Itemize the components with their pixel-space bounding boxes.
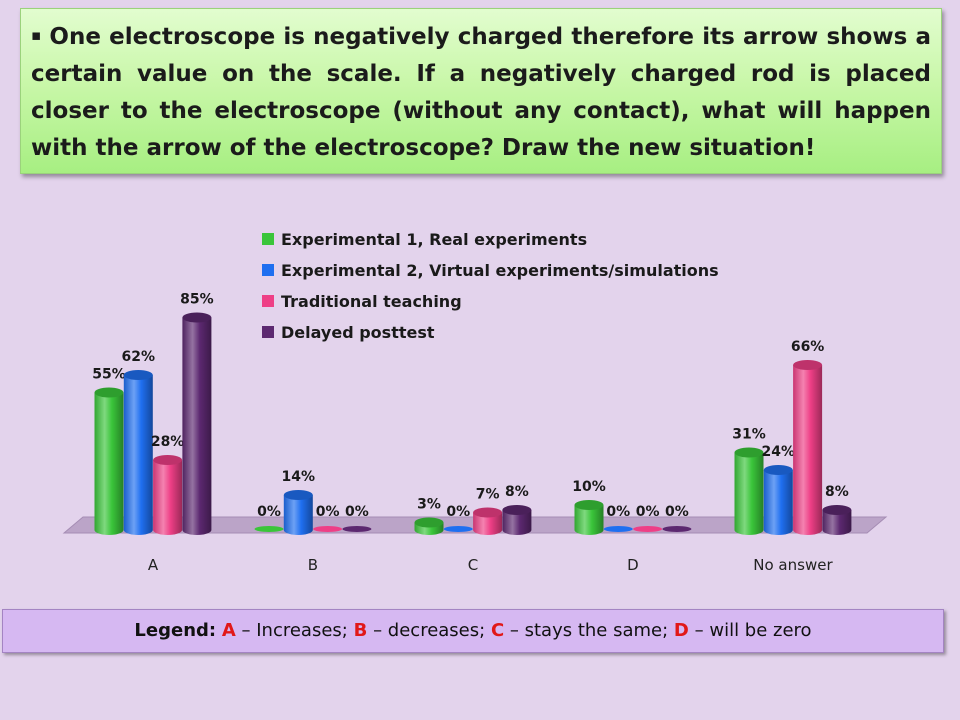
bar-d-s3 xyxy=(633,526,663,532)
bar-cap-no-answer-s3 xyxy=(793,360,823,370)
data-label: 0% xyxy=(257,504,281,520)
data-label: 62% xyxy=(122,349,156,365)
bar-cap-a-s2 xyxy=(123,370,153,380)
bar-cap-b-s2 xyxy=(283,490,313,500)
answer-dash-d: – xyxy=(694,620,704,641)
legend-entry: Delayed posttest xyxy=(281,323,435,342)
bar-d-s2 xyxy=(603,526,633,532)
legend-entry: Experimental 2, Virtual experiments/simu… xyxy=(281,261,719,280)
bar-c-s3 xyxy=(473,512,503,535)
bar-cap-a-s4 xyxy=(182,312,212,323)
bar-no-answer-s1 xyxy=(734,452,764,535)
answer-key-d: D xyxy=(673,620,689,641)
data-label: 31% xyxy=(732,427,766,443)
bar-d-s4 xyxy=(662,526,692,532)
bar-cap-c-s1 xyxy=(414,517,444,528)
answer-dash-b: – xyxy=(373,620,383,641)
legend-swatch xyxy=(262,326,274,338)
answer-dash-a: – xyxy=(241,620,251,641)
data-label: 0% xyxy=(446,504,470,520)
answer-dash-c: – xyxy=(509,620,519,641)
data-label: 7% xyxy=(476,487,500,503)
data-label: 0% xyxy=(665,504,689,520)
data-label: 0% xyxy=(606,504,630,520)
data-label: 55% xyxy=(92,367,126,383)
bar-cap-c-s3 xyxy=(473,507,503,518)
answer-key-b: B xyxy=(353,620,368,641)
bar-cap-no-answer-s4 xyxy=(822,505,852,515)
answer-key-c: C xyxy=(490,620,505,641)
answer-text-d: will be zero xyxy=(709,620,812,641)
bar-a-s3 xyxy=(153,460,183,535)
bar-c-s2 xyxy=(443,526,473,532)
data-label: 0% xyxy=(316,504,340,520)
legend-swatch xyxy=(262,264,274,276)
data-label: 0% xyxy=(636,504,660,520)
bar-b-s2 xyxy=(283,495,313,535)
data-label: 24% xyxy=(762,444,796,460)
bar-cap-c-s4 xyxy=(502,505,532,515)
category-label: B xyxy=(308,556,318,574)
question-box: ▪ One electroscope is negatively charged … xyxy=(20,8,942,174)
data-label: 0% xyxy=(345,504,369,520)
question-text: ▪ One electroscope is negatively charged … xyxy=(31,17,931,167)
category-label: D xyxy=(627,556,639,574)
data-label: 3% xyxy=(417,497,441,513)
data-label: 28% xyxy=(151,434,185,450)
legend-entry: Experimental 1, Real experiments xyxy=(281,230,587,249)
legend-swatch xyxy=(262,233,274,245)
bar-d-s1 xyxy=(574,505,604,535)
answer-text-a: Increases; xyxy=(256,620,348,641)
answer-legend-label: Legend: xyxy=(134,620,217,641)
bar-no-answer-s3 xyxy=(793,365,823,535)
bar-cap-d-s1 xyxy=(574,500,604,510)
bar-b-s4 xyxy=(342,526,372,532)
legend-swatch xyxy=(262,295,274,307)
answer-key-a: A xyxy=(221,620,236,641)
answer-text-b: decreases; xyxy=(387,620,486,641)
category-label: No answer xyxy=(753,556,833,574)
bar-cap-a-s3 xyxy=(153,455,183,465)
bar-cap-no-answer-s1 xyxy=(734,447,764,458)
bar-no-answer-s2 xyxy=(763,470,793,535)
bar-cap-no-answer-s2 xyxy=(763,465,793,475)
bar-b-s1 xyxy=(254,526,284,532)
bar-no-answer-s4 xyxy=(822,510,852,535)
data-label: 8% xyxy=(505,484,529,500)
question-body: One electroscope is negatively charged t… xyxy=(31,24,932,161)
bullet-icon: ▪ xyxy=(31,26,42,44)
category-label: A xyxy=(148,556,159,574)
bar-chart: 55%62%28%85%A0%14%0% 0%B3% 0%7% 8%C10%0% 0% 0… xyxy=(62,230,888,574)
bar-a-s1 xyxy=(94,392,124,535)
data-label: 66% xyxy=(791,339,825,355)
bar-c-s4 xyxy=(502,510,532,535)
data-label: 10% xyxy=(572,479,606,495)
category-label: C xyxy=(468,556,478,574)
bar-cap-a-s1 xyxy=(94,387,124,398)
data-label: 85% xyxy=(180,292,214,308)
legend-entry: Traditional teaching xyxy=(281,292,462,311)
bar-a-s2 xyxy=(123,375,153,535)
bar-b-s3 xyxy=(313,526,343,532)
answer-legend-box: Legend: A – Increases; B – decreases; C … xyxy=(2,609,944,653)
bar-a-s4 xyxy=(182,317,212,535)
data-label: 8% xyxy=(825,484,849,500)
answer-text-c: stays the same; xyxy=(524,620,669,641)
data-label: 14% xyxy=(282,469,316,485)
